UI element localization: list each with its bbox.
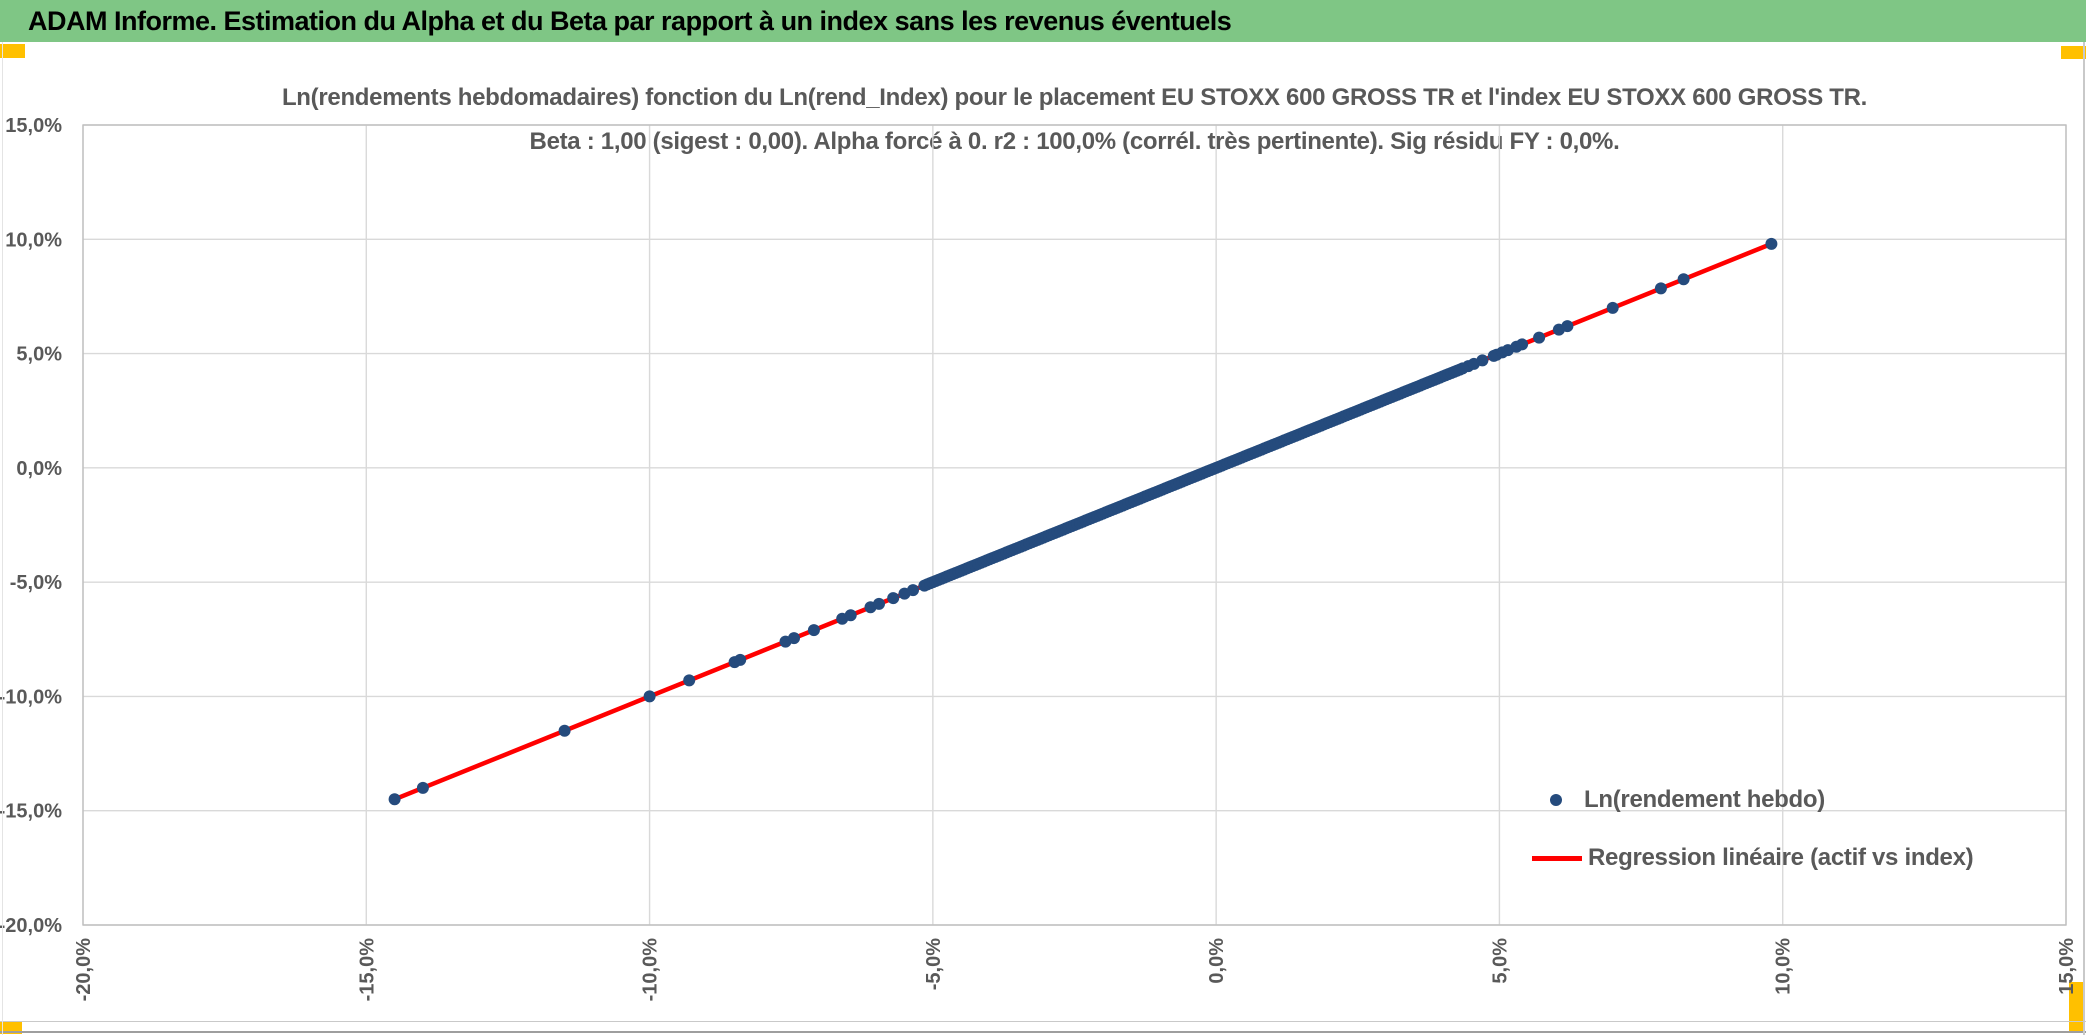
window-border-right [2083, 42, 2085, 1035]
window-border-left [2, 42, 3, 1035]
x-tick-label: 15,0% [2056, 938, 2078, 995]
chart-title-line1: Ln(rendements hebdomadaires) fonction du… [281, 84, 1868, 111]
regression-line-icon [1532, 855, 1582, 861]
bottom-window-edge [0, 1031, 2086, 1033]
x-tick-label: -5,0% [923, 938, 945, 990]
chart-title-line2: Beta : 1,00 (sigest : 0,00). Alpha forcé… [529, 128, 1620, 155]
x-axis-labels: -20,0% -15,0% -10,0% -5,0% 0,0% 5,0% 10,0% 15,0… [73, 938, 2078, 1002]
x-tick-label: -10,0% [640, 938, 662, 1002]
y-tick-label: -15,0% [0, 801, 62, 823]
corner-accent-top-left [0, 44, 25, 58]
corner-accent-bottom-right [2069, 982, 2084, 1033]
scatter-series [388, 237, 1778, 806]
legend-points-label: Ln(rendement hebdo) [1584, 786, 1825, 813]
legend-item-points: Ln(rendement hebdo) [1550, 786, 1825, 814]
y-tick-label: 5,0% [16, 344, 62, 366]
x-tick-label: 5,0% [1489, 938, 1511, 984]
header-bar: ADAM Informe. Estimation du Alpha et du … [0, 0, 2086, 42]
y-tick-label: 15,0% [5, 115, 62, 137]
x-tick-label: -15,0% [356, 938, 378, 1002]
y-tick-label: -5,0% [10, 572, 62, 594]
x-tick-label: -20,0% [73, 938, 95, 1002]
y-tick-label: 10,0% [5, 229, 62, 251]
corner-accent-top-right [2061, 46, 2086, 59]
y-tick-label: 0,0% [16, 458, 62, 480]
x-tick-label: 0,0% [1206, 938, 1228, 984]
y-axis-labels: 15,0% 10,0% 5,0% 0,0% -5,0% -10,0% -15,0% -20,0… [0, 115, 62, 937]
y-tick-label: -20,0% [0, 915, 62, 937]
x-tick-label: 10,0% [1773, 938, 1795, 995]
app-title: ADAM Informe. Estimation du Alpha et du … [28, 5, 1232, 36]
plot-border [82, 124, 2067, 926]
legend-line-label: Regression linéaire (actif vs index) [1588, 844, 1974, 871]
bottom-divider [0, 1021, 2086, 1022]
y-tick-label: -10,0% [0, 686, 62, 708]
scatter-marker-icon [1550, 794, 1562, 806]
legend-item-line: Regression linéaire (actif vs index) [1532, 844, 1974, 872]
